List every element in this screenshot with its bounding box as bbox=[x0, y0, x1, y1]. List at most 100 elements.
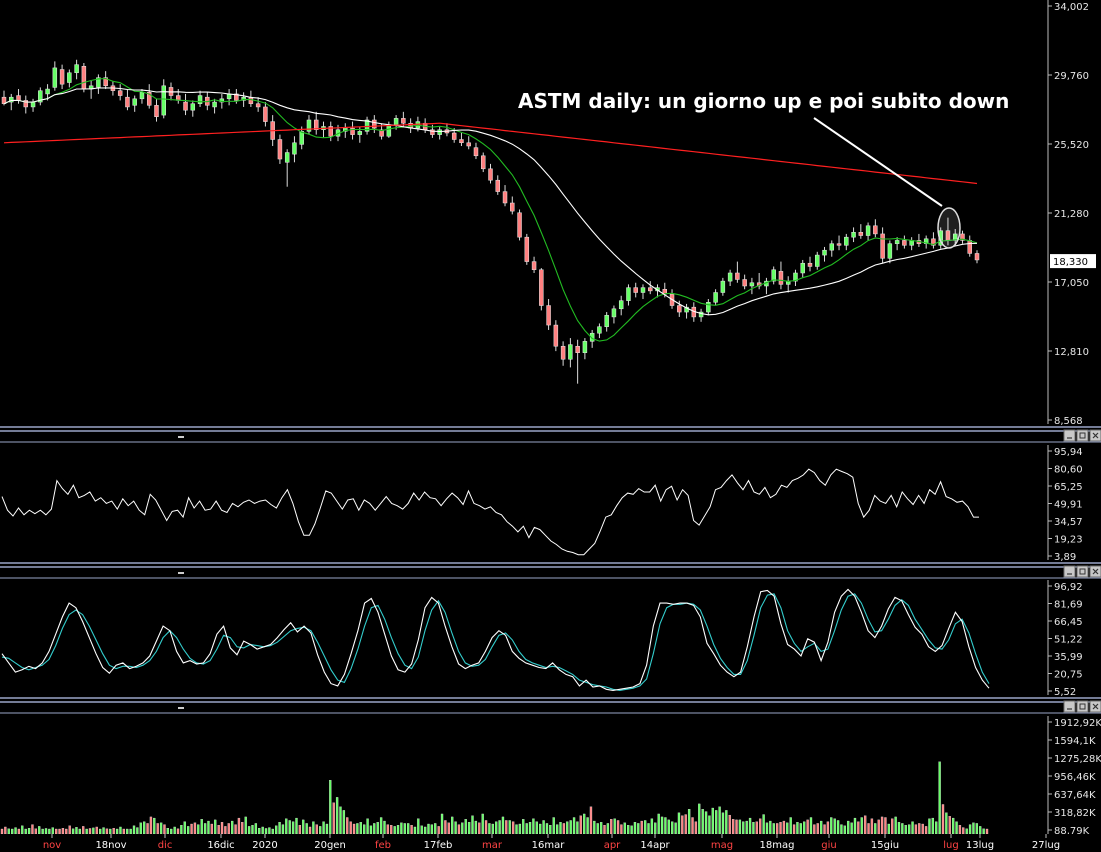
volume-bar bbox=[772, 823, 775, 835]
candle-up bbox=[640, 287, 646, 293]
volume-bar bbox=[467, 822, 471, 835]
candle-up bbox=[800, 262, 805, 274]
volume-bar bbox=[88, 828, 92, 835]
volume-bar bbox=[51, 827, 54, 835]
panel-minimize-button[interactable] bbox=[1063, 429, 1076, 442]
volume-bar bbox=[261, 826, 264, 835]
candle-down bbox=[836, 243, 842, 246]
volume-bar bbox=[718, 806, 721, 835]
last-price-box bbox=[1050, 254, 1096, 269]
volume-bar bbox=[596, 823, 599, 835]
volume-bar bbox=[78, 828, 82, 835]
ma-long-line bbox=[3, 122, 978, 185]
volume-bar bbox=[339, 806, 342, 835]
volume-bar bbox=[860, 817, 863, 835]
volume-bar bbox=[748, 817, 752, 835]
candle-down bbox=[401, 118, 406, 124]
restore-icon bbox=[1079, 432, 1086, 439]
candle-up bbox=[698, 311, 704, 318]
candle-up bbox=[582, 341, 588, 353]
volume-bar bbox=[349, 821, 352, 835]
volume-bar bbox=[914, 824, 918, 835]
volume-bar bbox=[708, 815, 711, 835]
volume-bar bbox=[227, 823, 230, 835]
volume-bar bbox=[396, 825, 400, 835]
volume-bar bbox=[481, 813, 484, 835]
volume-bar bbox=[34, 828, 38, 835]
volume-bar bbox=[457, 824, 461, 835]
candle-down bbox=[546, 305, 551, 326]
panel-grip-icon[interactable] bbox=[178, 707, 184, 709]
volume-bar bbox=[41, 828, 44, 835]
panel-restore-button[interactable] bbox=[1076, 429, 1089, 442]
volume-bar bbox=[61, 828, 65, 835]
volume-bar bbox=[498, 820, 501, 835]
candle-up bbox=[713, 292, 718, 303]
candle-down bbox=[125, 96, 130, 108]
panel-minimize-button[interactable] bbox=[1063, 565, 1076, 578]
candle-up bbox=[364, 119, 370, 132]
candle-up bbox=[306, 119, 312, 132]
volume-bar bbox=[728, 814, 731, 835]
candle-up bbox=[299, 131, 304, 145]
restore-icon bbox=[1079, 703, 1086, 710]
x-tick-label: lug bbox=[943, 840, 958, 851]
volume-bar bbox=[786, 822, 789, 835]
panel-minimize-button[interactable] bbox=[1063, 700, 1076, 713]
candle-up bbox=[611, 308, 617, 318]
candle-down bbox=[648, 287, 653, 292]
volume-bar bbox=[319, 826, 322, 835]
candle-down bbox=[146, 92, 152, 106]
volume-bar bbox=[325, 823, 329, 835]
volume-bar bbox=[836, 820, 840, 835]
volume-bar bbox=[366, 818, 369, 835]
volume-bar bbox=[752, 822, 755, 835]
volume-bar bbox=[843, 825, 846, 835]
volume-bar bbox=[840, 824, 843, 835]
volume-bar bbox=[295, 817, 298, 835]
candle-down bbox=[183, 101, 188, 111]
volume-bar bbox=[126, 828, 129, 835]
candle-down bbox=[488, 168, 493, 181]
volume-bar bbox=[98, 828, 102, 835]
volume-bar bbox=[880, 816, 884, 835]
candle-down bbox=[677, 305, 682, 313]
candle-up bbox=[132, 98, 137, 106]
candle-down bbox=[234, 93, 239, 101]
candle-down bbox=[59, 69, 65, 85]
volume-bar bbox=[850, 822, 853, 835]
volume-bar bbox=[779, 822, 782, 835]
volume-bar bbox=[583, 813, 586, 835]
panel-restore-button[interactable] bbox=[1076, 565, 1089, 578]
x-tick-label: 17feb bbox=[424, 840, 453, 851]
stochastic-tick-label: 96,92 bbox=[1054, 582, 1083, 593]
panel-restore-button[interactable] bbox=[1076, 700, 1089, 713]
stochastic-tick-label: 51,22 bbox=[1054, 635, 1083, 646]
stochastic-k-line bbox=[1, 588, 990, 691]
volume-bar bbox=[627, 825, 630, 835]
volume-bar bbox=[792, 824, 796, 835]
volume-bar bbox=[373, 823, 376, 835]
candle-down bbox=[481, 155, 486, 170]
oscillator-tick-label: 95,94 bbox=[1054, 447, 1083, 458]
panel-grip-icon[interactable] bbox=[178, 572, 184, 574]
panel-grip-icon[interactable] bbox=[178, 436, 184, 438]
volume-bar bbox=[478, 822, 481, 835]
volume-bar bbox=[525, 823, 528, 835]
volume-bar bbox=[454, 821, 457, 835]
oscillator-panel: 95,94 80,60 65,25 49,91 34,57 19,23 3,89 bbox=[1, 445, 1083, 563]
volume-bar bbox=[789, 817, 792, 835]
volume-bar bbox=[231, 820, 234, 835]
volume-bar bbox=[65, 828, 68, 835]
oscillator-tick-label: 34,57 bbox=[1054, 517, 1083, 528]
close-icon bbox=[1092, 568, 1099, 575]
candle-down bbox=[517, 212, 522, 238]
candle-up bbox=[597, 326, 602, 334]
candle-down bbox=[967, 240, 972, 254]
volume-bar bbox=[552, 817, 555, 835]
volume-bar bbox=[48, 828, 51, 835]
candle-down bbox=[466, 142, 471, 147]
volume-bar bbox=[471, 815, 474, 835]
volume-bar bbox=[173, 826, 176, 835]
volume-bar bbox=[278, 822, 281, 835]
